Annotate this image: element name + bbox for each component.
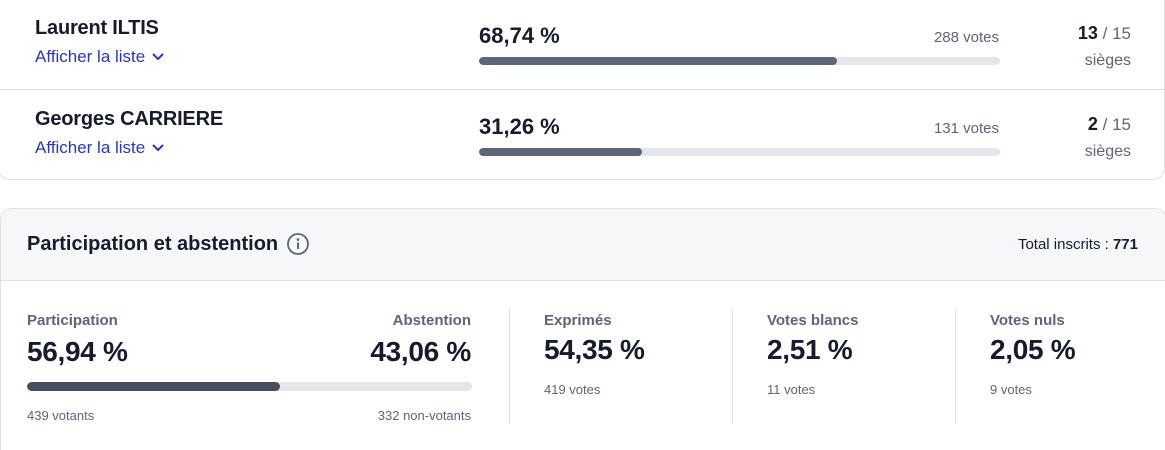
vote-progress-bar [479, 148, 1000, 156]
abstention-label: Abstention [392, 312, 471, 329]
candidate-row: Georges CARRIERE Afficher la liste 31,26… [0, 90, 1165, 181]
stat-sub: 9 votes [990, 382, 1032, 397]
participation-card: Participation et abstention Total inscri… [0, 208, 1165, 450]
stat-value: 54,35 % [544, 334, 645, 365]
vote-progress-bar [479, 57, 1000, 65]
vote-progress-fill [479, 148, 642, 156]
show-list-link[interactable]: Afficher la liste [35, 138, 165, 158]
seats-block: 2 / 15 sièges [1085, 114, 1131, 161]
stat-expressed: Exprimés 54,35 % 419 votes [544, 312, 645, 397]
candidate-row: Laurent ILTIS Afficher la liste 68,74 % … [0, 0, 1165, 90]
stat-label: Exprimés [544, 312, 612, 329]
participation-voters: 439 votants [27, 408, 95, 423]
vote-count: 131 votes [933, 120, 999, 137]
seats-label: sièges [1084, 143, 1131, 160]
participation-title: Participation et abstention [27, 232, 279, 255]
total-registered: Total inscrits : 771 [1018, 236, 1138, 253]
stat-blank-votes: Votes blancs 2,51 % 11 votes [767, 312, 858, 397]
show-list-label: Afficher la liste [35, 138, 146, 157]
divider [732, 308, 733, 424]
candidate-name: Laurent ILTIS [35, 17, 159, 39]
abstention-value: 43,06 % [370, 336, 471, 367]
seats-total: / 15 [1102, 24, 1131, 43]
participation-progress-bar [27, 382, 472, 391]
vote-percent: 31,26 % [479, 114, 560, 139]
abstention-nonvoters: 332 non-votants [377, 408, 471, 423]
seats-label: sièges [1084, 52, 1131, 69]
seats-count: 13 [1077, 23, 1098, 43]
total-label: Total inscrits : [1017, 236, 1109, 253]
show-list-link[interactable]: Afficher la liste [35, 47, 165, 67]
participation-label: Participation [27, 312, 118, 329]
show-list-label: Afficher la liste [35, 47, 146, 66]
vote-count: 288 votes [933, 29, 999, 46]
total-value: 771 [1112, 236, 1138, 253]
participation-header: Participation et abstention Total inscri… [1, 209, 1165, 281]
stat-value: 2,51 % [767, 334, 853, 365]
stat-null-votes: Votes nuls 2,05 % 9 votes [990, 312, 1076, 397]
divider [955, 308, 956, 424]
participation-value: 56,94 % [27, 336, 128, 367]
vote-percent: 68,74 % [479, 23, 560, 48]
stat-label: Votes blancs [767, 312, 859, 329]
stat-value: 2,05 % [990, 334, 1076, 365]
seats-total: / 15 [1102, 115, 1131, 134]
info-icon[interactable] [286, 232, 310, 256]
stat-sub: 419 votes [544, 382, 601, 397]
candidate-name: Georges CARRIERE [35, 108, 223, 130]
participation-progress-fill [27, 382, 281, 391]
stat-label: Votes nuls [990, 312, 1065, 329]
divider [509, 308, 510, 424]
chevron-down-icon [152, 144, 164, 151]
results-card: Laurent ILTIS Afficher la liste 68,74 % … [0, 0, 1165, 180]
chevron-down-icon [152, 53, 164, 60]
stat-sub: 11 votes [767, 382, 816, 397]
vote-progress-fill [479, 57, 838, 65]
seats-block: 13 / 15 sièges [1078, 23, 1131, 70]
seats-count: 2 [1087, 114, 1098, 134]
